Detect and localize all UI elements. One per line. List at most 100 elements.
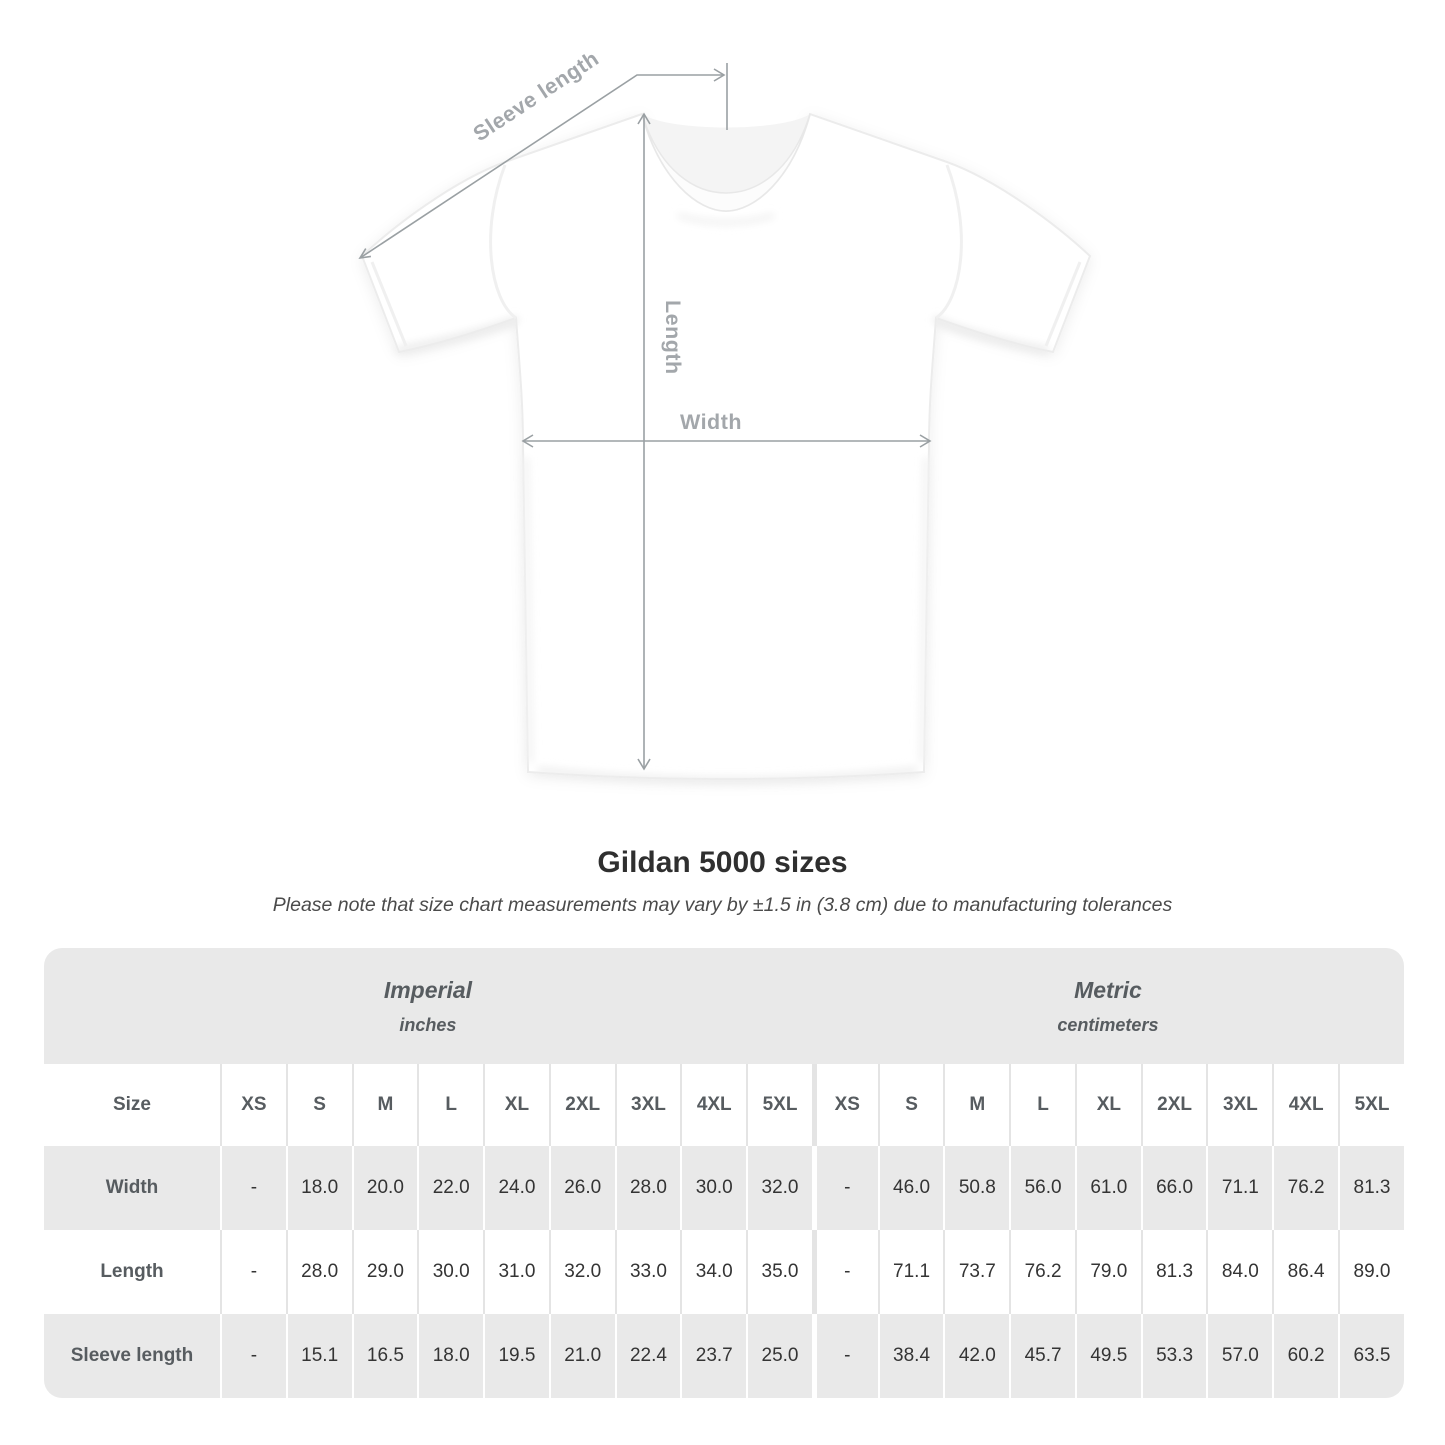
- imperial-label: Imperial: [383, 976, 473, 1003]
- value-cell: 66.0: [1140, 1146, 1207, 1230]
- tshirt-neck-opening: [642, 114, 810, 193]
- tolerance-note: Please note that size chart measurements…: [272, 894, 1173, 916]
- column-header: M: [351, 1064, 418, 1146]
- value-cell: 49.5: [1074, 1314, 1141, 1398]
- value-cell: 42.0: [943, 1314, 1009, 1398]
- size-header-row: Size XS S M L XL 2XL 3XL 4XL 5XL XS S M …: [44, 1064, 1404, 1146]
- value-cell: 34.0: [680, 1230, 746, 1314]
- value-cell: 19.5: [483, 1314, 549, 1398]
- value-cell: 89.0: [1338, 1230, 1404, 1314]
- value-cell: 18.0: [417, 1314, 483, 1398]
- value-cell: 28.0: [614, 1146, 681, 1230]
- value-cell: 32.0: [548, 1230, 615, 1314]
- value-cell: 38.4: [877, 1314, 944, 1398]
- column-header: 4XL: [1272, 1064, 1338, 1146]
- value-cell: -: [811, 1314, 878, 1398]
- column-header: XL: [483, 1064, 549, 1146]
- unit-group-row: Imperial inches Metric centimeters: [44, 948, 1404, 1064]
- imperial-unit: inches: [399, 1014, 457, 1035]
- value-cell: 63.5: [1338, 1314, 1404, 1398]
- row-label: Sleeve length: [70, 1345, 194, 1366]
- value-cell: 56.0: [1009, 1146, 1075, 1230]
- value-cell: 79.0: [1074, 1230, 1141, 1314]
- metric-label: Metric: [1074, 976, 1142, 1003]
- value-cell: 50.8: [943, 1146, 1009, 1230]
- metric-group-header: Metric centimeters: [811, 948, 1404, 1064]
- value-cell: 57.0: [1206, 1314, 1272, 1398]
- length-label: Length: [661, 300, 685, 375]
- sleeve-length-arrow: [359, 74, 724, 259]
- column-header: L: [417, 1064, 483, 1146]
- value-cell: 20.0: [351, 1146, 418, 1230]
- value-cell: 25.0: [746, 1314, 812, 1398]
- measurement-lines: [358, 63, 932, 771]
- value-cell: 29.0: [351, 1230, 418, 1314]
- imperial-group-header: Imperial inches: [44, 948, 812, 1064]
- page-title: Gildan 5000 sizes: [597, 846, 848, 879]
- value-cell: 45.7: [1009, 1314, 1075, 1398]
- value-cell: 81.3: [1338, 1146, 1404, 1230]
- value-cell: 22.0: [417, 1146, 483, 1230]
- value-cell: 60.2: [1272, 1314, 1338, 1398]
- column-header: XS: [811, 1064, 878, 1146]
- row-label: Width: [105, 1177, 159, 1198]
- value-cell: 73.7: [943, 1230, 1009, 1314]
- value-cell: 84.0: [1206, 1230, 1272, 1314]
- value-cell: 81.3: [1140, 1230, 1207, 1314]
- value-cell: 32.0: [746, 1146, 812, 1230]
- value-cell: 18.0: [285, 1146, 352, 1230]
- column-header: 5XL: [746, 1064, 812, 1146]
- value-cell: 21.0: [548, 1314, 615, 1398]
- value-cell: 16.5: [351, 1314, 418, 1398]
- value-cell: 28.0: [285, 1230, 352, 1314]
- column-header: L: [1009, 1064, 1075, 1146]
- column-header: 3XL: [614, 1064, 681, 1146]
- value-cell: -: [220, 1146, 286, 1230]
- width-row: Width - 18.0 20.0 22.0 24.0 26.0 28.0 30…: [44, 1146, 1404, 1230]
- tshirt-graphic: [360, 112, 1092, 783]
- value-cell: 71.1: [1206, 1146, 1272, 1230]
- column-header: 2XL: [1140, 1064, 1207, 1146]
- value-cell: 22.4: [614, 1314, 681, 1398]
- value-cell: 61.0: [1074, 1146, 1141, 1230]
- column-header: S: [285, 1064, 352, 1146]
- row-label: Length: [100, 1261, 164, 1282]
- value-cell: -: [220, 1230, 286, 1314]
- column-header: 3XL: [1206, 1064, 1272, 1146]
- length-row: Length - 28.0 29.0 30.0 31.0 32.0 33.0 3…: [44, 1230, 1404, 1314]
- value-cell: 23.7: [680, 1314, 746, 1398]
- tshirt-seams: [370, 164, 1082, 347]
- size-corner-header: Size: [112, 1094, 152, 1115]
- tshirt-shading: [396, 213, 1049, 783]
- column-header: S: [877, 1064, 944, 1146]
- tshirt-measurement-diagram: Sleeve length Length Width: [358, 46, 1092, 783]
- value-cell: 71.1: [877, 1230, 944, 1314]
- sleeve-length-row: Sleeve length - 15.1 16.5 18.0 19.5 21.0…: [44, 1314, 1404, 1398]
- value-cell: 76.2: [1272, 1146, 1338, 1230]
- value-cell: 26.0: [548, 1146, 615, 1230]
- value-cell: -: [811, 1230, 878, 1314]
- column-header: 5XL: [1338, 1064, 1404, 1146]
- value-cell: 35.0: [746, 1230, 812, 1314]
- value-cell: 30.0: [417, 1230, 483, 1314]
- column-header: XS: [220, 1064, 286, 1146]
- value-cell: -: [220, 1314, 286, 1398]
- tshirt-body: [360, 112, 1092, 780]
- column-header: 2XL: [548, 1064, 615, 1146]
- metric-unit: centimeters: [1057, 1014, 1159, 1035]
- value-cell: 31.0: [483, 1230, 549, 1314]
- value-cell: 30.0: [680, 1146, 746, 1230]
- value-cell: 15.1: [285, 1314, 352, 1398]
- tshirt-collar-band: [641, 113, 811, 212]
- value-cell: -: [811, 1146, 878, 1230]
- value-cell: 76.2: [1009, 1230, 1075, 1314]
- size-chart-table: Imperial inches Metric centimeters Size …: [44, 948, 1404, 1398]
- column-header: 4XL: [680, 1064, 746, 1146]
- width-label: Width: [680, 410, 742, 434]
- column-header: M: [943, 1064, 1009, 1146]
- sleeve-length-label: Sleeve length: [469, 46, 603, 146]
- value-cell: 86.4: [1272, 1230, 1338, 1314]
- value-cell: 24.0: [483, 1146, 549, 1230]
- column-header: XL: [1074, 1064, 1141, 1146]
